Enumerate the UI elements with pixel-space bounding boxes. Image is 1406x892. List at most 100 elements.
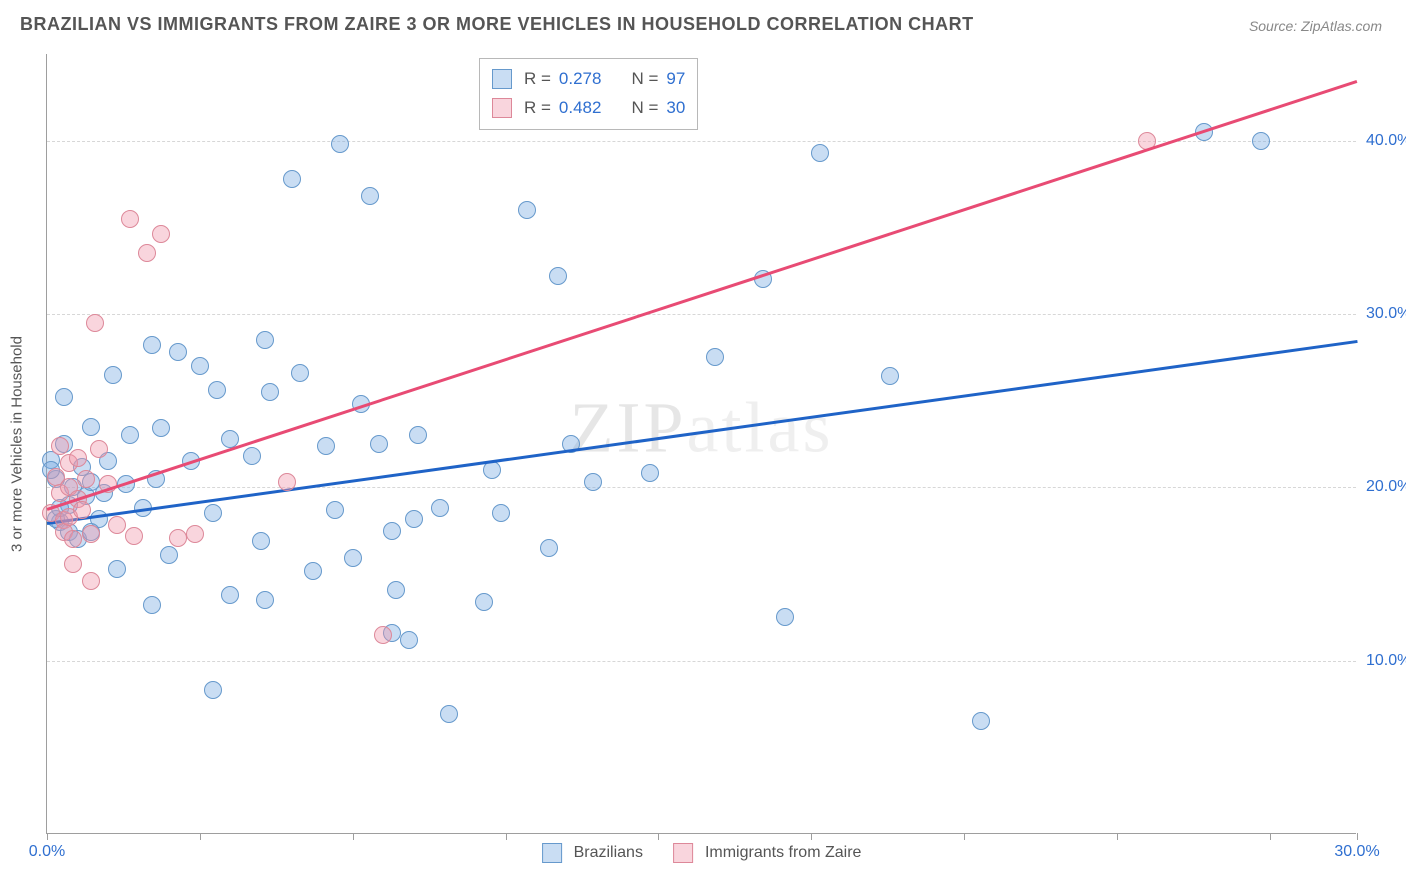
scatter-point xyxy=(169,343,187,361)
scatter-point xyxy=(317,437,335,455)
legend-swatch xyxy=(673,843,693,863)
x-tick xyxy=(1270,833,1271,840)
scatter-point xyxy=(361,187,379,205)
scatter-point xyxy=(160,546,178,564)
scatter-point xyxy=(881,367,899,385)
scatter-point xyxy=(90,440,108,458)
scatter-point xyxy=(208,381,226,399)
x-tick xyxy=(964,833,965,840)
scatter-point xyxy=(261,383,279,401)
scatter-point xyxy=(82,525,100,543)
gridline-horizontal xyxy=(47,661,1356,662)
x-tick xyxy=(47,833,48,840)
scatter-point xyxy=(331,135,349,153)
scatter-point xyxy=(191,357,209,375)
x-tick xyxy=(658,833,659,840)
stat-r-label: R = xyxy=(524,94,551,123)
scatter-point xyxy=(138,244,156,262)
scatter-plot: 3 or more Vehicles in Household ZIPatlas… xyxy=(46,54,1356,834)
scatter-point xyxy=(383,522,401,540)
y-tick-label: 30.0% xyxy=(1366,305,1406,323)
gridline-horizontal xyxy=(47,314,1356,315)
scatter-point xyxy=(540,539,558,557)
x-tick xyxy=(200,833,201,840)
scatter-point xyxy=(186,525,204,543)
scatter-point xyxy=(344,549,362,567)
scatter-point xyxy=(125,527,143,545)
scatter-point xyxy=(291,364,309,382)
scatter-point xyxy=(256,591,274,609)
scatter-point xyxy=(405,510,423,528)
scatter-point xyxy=(400,631,418,649)
stat-n-label: N = xyxy=(631,94,658,123)
series-legend: Brazilians Immigrants from Zaire xyxy=(542,843,862,863)
scatter-point xyxy=(73,501,91,519)
legend-item: Immigrants from Zaire xyxy=(673,843,861,863)
scatter-point xyxy=(204,681,222,699)
stat-r-value: 0.482 xyxy=(559,94,602,123)
x-tick-label: 0.0% xyxy=(29,843,65,861)
scatter-point xyxy=(152,225,170,243)
legend-stats-row: R = 0.482 N = 30 xyxy=(492,94,685,123)
scatter-point xyxy=(492,504,510,522)
stat-n-value: 97 xyxy=(666,65,685,94)
legend-swatch xyxy=(492,98,512,118)
scatter-point xyxy=(204,504,222,522)
legend-item: Brazilians xyxy=(542,843,643,863)
x-tick xyxy=(1357,833,1358,840)
scatter-point xyxy=(221,586,239,604)
x-tick xyxy=(811,833,812,840)
scatter-point xyxy=(55,388,73,406)
y-tick-label: 20.0% xyxy=(1366,478,1406,496)
scatter-point xyxy=(549,267,567,285)
watermark: ZIPatlas xyxy=(570,386,834,469)
stat-n-label: N = xyxy=(631,65,658,94)
x-tick xyxy=(506,833,507,840)
stat-r-label: R = xyxy=(524,65,551,94)
scatter-point xyxy=(69,449,87,467)
trend-line xyxy=(47,340,1357,524)
scatter-point xyxy=(370,435,388,453)
scatter-point xyxy=(82,572,100,590)
legend-stats-row: R = 0.278 N = 97 xyxy=(492,65,685,94)
trend-line xyxy=(47,80,1358,511)
scatter-point xyxy=(283,170,301,188)
scatter-point xyxy=(431,499,449,517)
scatter-point xyxy=(77,470,95,488)
scatter-point xyxy=(409,426,427,444)
stat-n-value: 30 xyxy=(666,94,685,123)
scatter-point xyxy=(972,712,990,730)
scatter-point xyxy=(121,426,139,444)
scatter-point xyxy=(243,447,261,465)
scatter-point xyxy=(86,314,104,332)
scatter-point xyxy=(706,348,724,366)
y-tick-label: 40.0% xyxy=(1366,132,1406,150)
scatter-point xyxy=(440,705,458,723)
scatter-point xyxy=(104,366,122,384)
stat-r-value: 0.278 xyxy=(559,65,602,94)
legend-series-name: Immigrants from Zaire xyxy=(705,844,861,862)
legend-series-name: Brazilians xyxy=(574,844,643,862)
scatter-point xyxy=(256,331,274,349)
scatter-point xyxy=(143,336,161,354)
scatter-point xyxy=(64,530,82,548)
scatter-point xyxy=(811,144,829,162)
scatter-point xyxy=(387,581,405,599)
x-tick xyxy=(353,833,354,840)
legend-swatch xyxy=(542,843,562,863)
scatter-point xyxy=(51,437,69,455)
scatter-point xyxy=(143,596,161,614)
scatter-point xyxy=(1252,132,1270,150)
gridline-horizontal xyxy=(47,487,1356,488)
scatter-point xyxy=(82,418,100,436)
scatter-point xyxy=(374,626,392,644)
scatter-point xyxy=(121,210,139,228)
scatter-point xyxy=(584,473,602,491)
scatter-point xyxy=(108,516,126,534)
x-tick xyxy=(1117,833,1118,840)
scatter-point xyxy=(326,501,344,519)
scatter-point xyxy=(278,473,296,491)
scatter-point xyxy=(169,529,187,547)
scatter-point xyxy=(152,419,170,437)
scatter-point xyxy=(641,464,659,482)
